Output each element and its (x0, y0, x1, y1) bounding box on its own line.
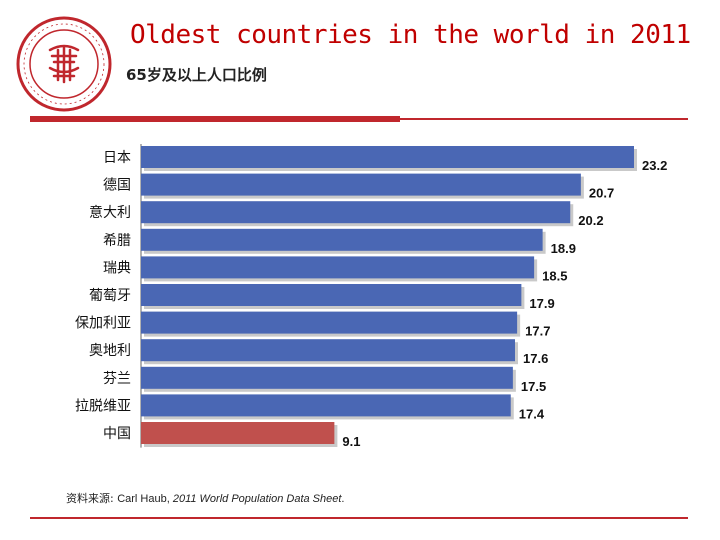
category-label: 芬兰 (103, 371, 131, 387)
source-prefix: 资料来源: (66, 492, 118, 505)
data-label: 17.6 (523, 351, 548, 366)
bar-highlight (141, 422, 335, 444)
data-label: 17.4 (519, 406, 545, 421)
data-label: 17.5 (521, 379, 546, 394)
category-label: 意大利 (89, 204, 131, 221)
bar-default (141, 366, 513, 389)
category-label: 中国 (103, 426, 131, 442)
university-seal-icon (16, 16, 112, 112)
data-label: 20.2 (578, 213, 603, 228)
bar-default (141, 394, 511, 417)
footer-divider-line (30, 517, 688, 519)
source-suffix: . (341, 493, 345, 505)
bar-default (141, 228, 543, 251)
data-label: 18.5 (542, 268, 567, 283)
data-label: 17.9 (529, 296, 554, 311)
category-label: 希腊 (103, 233, 131, 249)
category-label: 保加利亚 (75, 316, 131, 332)
data-label: 9.1 (342, 434, 360, 449)
category-label: 拉脱维亚 (75, 398, 131, 414)
category-label: 奥地利 (89, 342, 131, 359)
bar-default (141, 146, 634, 168)
bar-default (141, 339, 515, 362)
bar-default (141, 201, 571, 224)
bar-default (141, 256, 535, 279)
bar-default (141, 311, 518, 334)
source-note: 资料来源: Carl Haub, 2011 World Population D… (66, 490, 344, 506)
header-divider-accent (30, 116, 400, 122)
bar-default (141, 173, 581, 196)
page-title: Oldest countries in the world in 2011 (130, 20, 691, 50)
source-author: Carl Haub, (117, 493, 173, 505)
category-label: 葡萄牙 (89, 288, 131, 304)
category-label: 瑞典 (103, 260, 131, 276)
data-label: 18.9 (551, 241, 576, 256)
bar-default (141, 284, 522, 306)
category-label: 德国 (103, 178, 131, 194)
chart-subtitle: 65岁及以上人口比例 (126, 66, 267, 84)
data-label: 17.7 (525, 324, 550, 339)
source-work: 2011 World Population Data Sheet (172, 493, 342, 505)
data-label: 23.2 (642, 158, 667, 173)
data-label: 20.7 (589, 186, 614, 201)
category-label: 日本 (103, 150, 131, 166)
